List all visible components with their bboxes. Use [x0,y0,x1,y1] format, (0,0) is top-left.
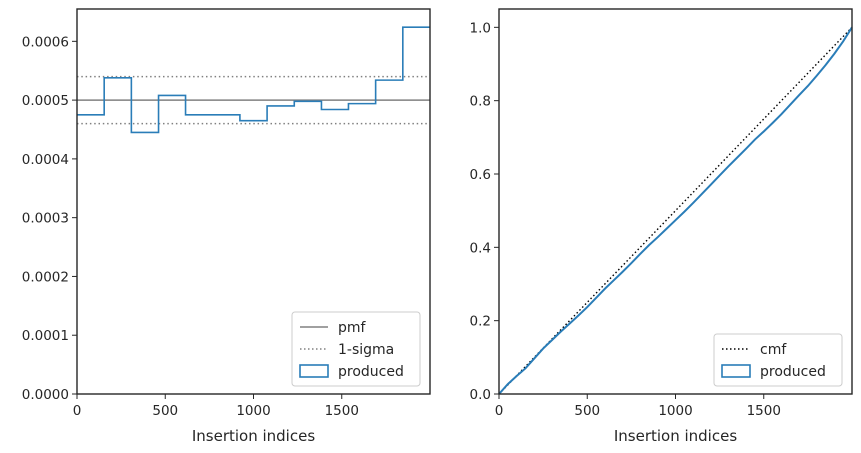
x-tick-label: 1500 [747,403,781,419]
x-tick-label: 0 [495,403,504,419]
axes-frame [76,8,431,395]
y-tick-label: 0.0 [470,387,491,403]
legend-label: 1-sigma [338,342,394,358]
legend-label: produced [760,364,826,380]
x-axis-label: Insertion indices [614,427,737,445]
legend-label: cmf [760,342,787,358]
produced-step [77,26,430,134]
y-tick-label: 0.0005 [22,93,69,109]
x-tick-label: 500 [574,403,600,419]
x-tick-label: 500 [152,403,178,419]
y-tick-label: 0.0004 [22,152,69,168]
y-tick-label: 0.0000 [22,387,69,403]
y-tick-label: 0.6 [470,167,491,183]
pmf-histogram-chart: 0 500 1000 1500 0.0000 0.0001 0.0002 0.0003 0.00… [22,8,431,445]
axes-frame [498,8,853,395]
y-tick-label: 0.8 [470,94,491,110]
y-tick-label: 1.0 [470,20,491,36]
y-tick-label: 0.4 [470,240,491,256]
produced-curve [498,26,853,395]
x-tick-label: 0 [73,403,82,419]
legend-box [713,333,843,387]
legend-label: produced [338,364,404,380]
y-tick-label: 0.0001 [22,328,69,344]
cmf-line [498,26,853,395]
x-tick-label: 1000 [658,403,692,419]
legend-swatch-produced [299,364,329,378]
cmf-chart: 0 500 1000 1500 0.0 0.2 0.4 0.6 0.8 1.0 Insertion … [470,8,853,445]
legend-label: pmf [338,320,367,336]
x-axis-label: Insertion indices [192,427,315,445]
y-tick-label: 0.0006 [22,34,69,50]
y-tick-label: 0.0003 [22,211,69,227]
x-tick-label: 1500 [325,403,359,419]
legend-swatch-produced [721,364,751,378]
legend-box [291,311,421,387]
y-tick-label: 0.0002 [22,269,69,285]
y-tick-label: 0.2 [470,314,491,330]
x-tick-label: 1000 [236,403,270,419]
